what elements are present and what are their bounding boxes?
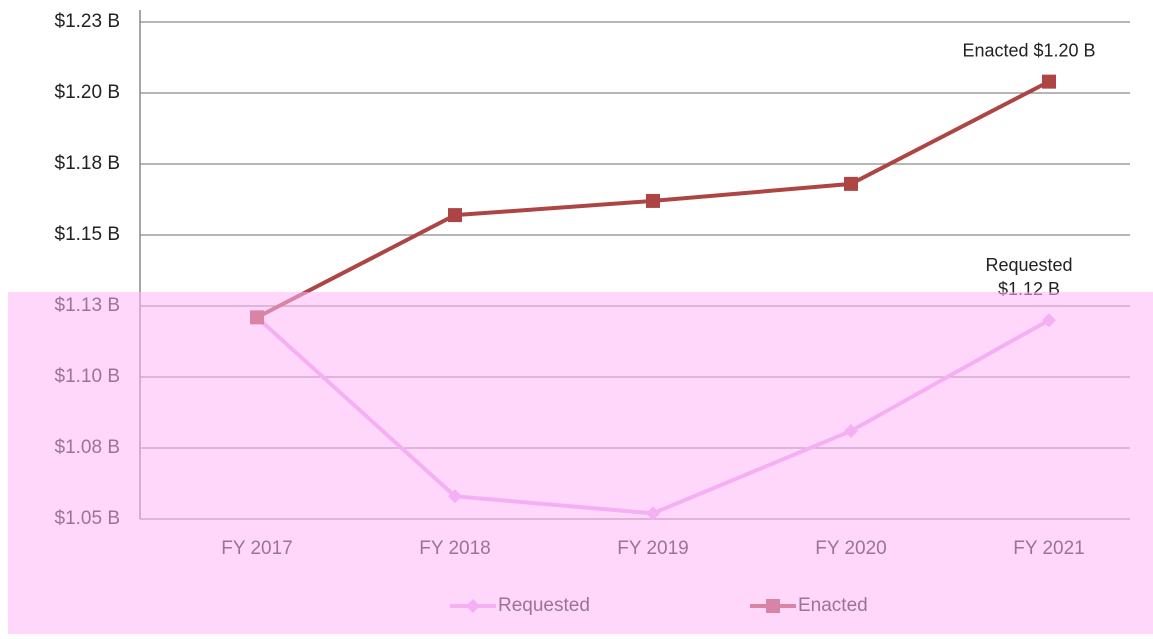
annotation: Requested [985,255,1072,275]
data-point [448,208,462,223]
data-point [844,176,858,191]
y-tick-label: $1.23 B [55,11,121,32]
data-point [1042,74,1056,89]
y-tick-label: $1.18 B [55,153,121,174]
y-tick-label: $1.20 B [55,82,121,103]
data-point [646,193,660,208]
highlight-overlay [8,292,1153,634]
annotation: Enacted $1.20 B [962,40,1095,60]
y-tick-label: $1.15 B [55,224,121,245]
